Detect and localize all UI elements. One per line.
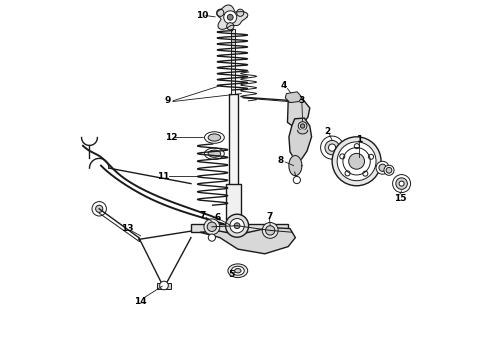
Circle shape bbox=[334, 148, 349, 163]
Text: 8: 8 bbox=[277, 156, 283, 165]
Circle shape bbox=[217, 9, 224, 17]
Circle shape bbox=[396, 178, 407, 189]
Circle shape bbox=[376, 161, 389, 174]
Polygon shape bbox=[217, 5, 248, 29]
Ellipse shape bbox=[231, 266, 245, 275]
Bar bbox=[231, 29, 235, 94]
Text: 15: 15 bbox=[393, 194, 406, 202]
Text: 5: 5 bbox=[228, 270, 234, 279]
Circle shape bbox=[288, 96, 294, 102]
Circle shape bbox=[320, 136, 343, 159]
Text: 3: 3 bbox=[299, 96, 305, 105]
Ellipse shape bbox=[235, 269, 241, 273]
Circle shape bbox=[332, 137, 381, 186]
Circle shape bbox=[325, 140, 339, 155]
Circle shape bbox=[227, 23, 234, 30]
Circle shape bbox=[337, 151, 346, 160]
Circle shape bbox=[298, 122, 307, 130]
Circle shape bbox=[300, 124, 305, 128]
Circle shape bbox=[337, 142, 376, 181]
Text: 1: 1 bbox=[356, 135, 363, 144]
Ellipse shape bbox=[208, 134, 220, 141]
Circle shape bbox=[204, 219, 220, 235]
Circle shape bbox=[328, 144, 336, 151]
Circle shape bbox=[392, 175, 411, 193]
Bar bbox=[229, 94, 238, 187]
Polygon shape bbox=[200, 228, 295, 254]
Circle shape bbox=[345, 171, 350, 176]
Text: 7: 7 bbox=[266, 212, 272, 220]
Circle shape bbox=[225, 214, 248, 237]
Circle shape bbox=[224, 11, 237, 24]
Text: 13: 13 bbox=[121, 224, 133, 233]
Circle shape bbox=[354, 144, 359, 149]
Polygon shape bbox=[157, 283, 171, 289]
Circle shape bbox=[208, 234, 216, 241]
Text: 7: 7 bbox=[199, 211, 206, 220]
Circle shape bbox=[399, 181, 404, 186]
Text: 11: 11 bbox=[157, 172, 169, 181]
Text: 4: 4 bbox=[281, 81, 287, 90]
Circle shape bbox=[340, 154, 345, 159]
Bar bbox=[226, 184, 241, 220]
Text: 14: 14 bbox=[134, 297, 146, 306]
Circle shape bbox=[379, 164, 386, 171]
Circle shape bbox=[384, 165, 394, 175]
Bar bbox=[191, 224, 288, 232]
Polygon shape bbox=[285, 92, 302, 103]
Circle shape bbox=[386, 167, 392, 173]
Circle shape bbox=[96, 205, 103, 212]
Circle shape bbox=[234, 223, 240, 229]
Text: 9: 9 bbox=[165, 96, 171, 105]
Polygon shape bbox=[297, 130, 308, 134]
Circle shape bbox=[207, 222, 217, 231]
Circle shape bbox=[237, 9, 244, 17]
Circle shape bbox=[349, 153, 365, 169]
Ellipse shape bbox=[204, 132, 224, 143]
Circle shape bbox=[363, 171, 368, 176]
Text: 12: 12 bbox=[165, 133, 177, 142]
Circle shape bbox=[262, 222, 278, 238]
Ellipse shape bbox=[208, 150, 220, 157]
Ellipse shape bbox=[204, 148, 224, 159]
Circle shape bbox=[92, 202, 106, 216]
Circle shape bbox=[230, 219, 245, 233]
Circle shape bbox=[368, 154, 373, 159]
Circle shape bbox=[266, 226, 275, 235]
Ellipse shape bbox=[228, 264, 248, 278]
Polygon shape bbox=[288, 99, 310, 127]
Circle shape bbox=[293, 176, 300, 184]
Circle shape bbox=[160, 281, 169, 290]
Text: 6: 6 bbox=[215, 213, 221, 222]
Text: 2: 2 bbox=[324, 127, 330, 136]
Circle shape bbox=[227, 14, 233, 20]
Text: 10: 10 bbox=[196, 11, 209, 20]
Polygon shape bbox=[289, 118, 312, 160]
Polygon shape bbox=[289, 156, 302, 176]
